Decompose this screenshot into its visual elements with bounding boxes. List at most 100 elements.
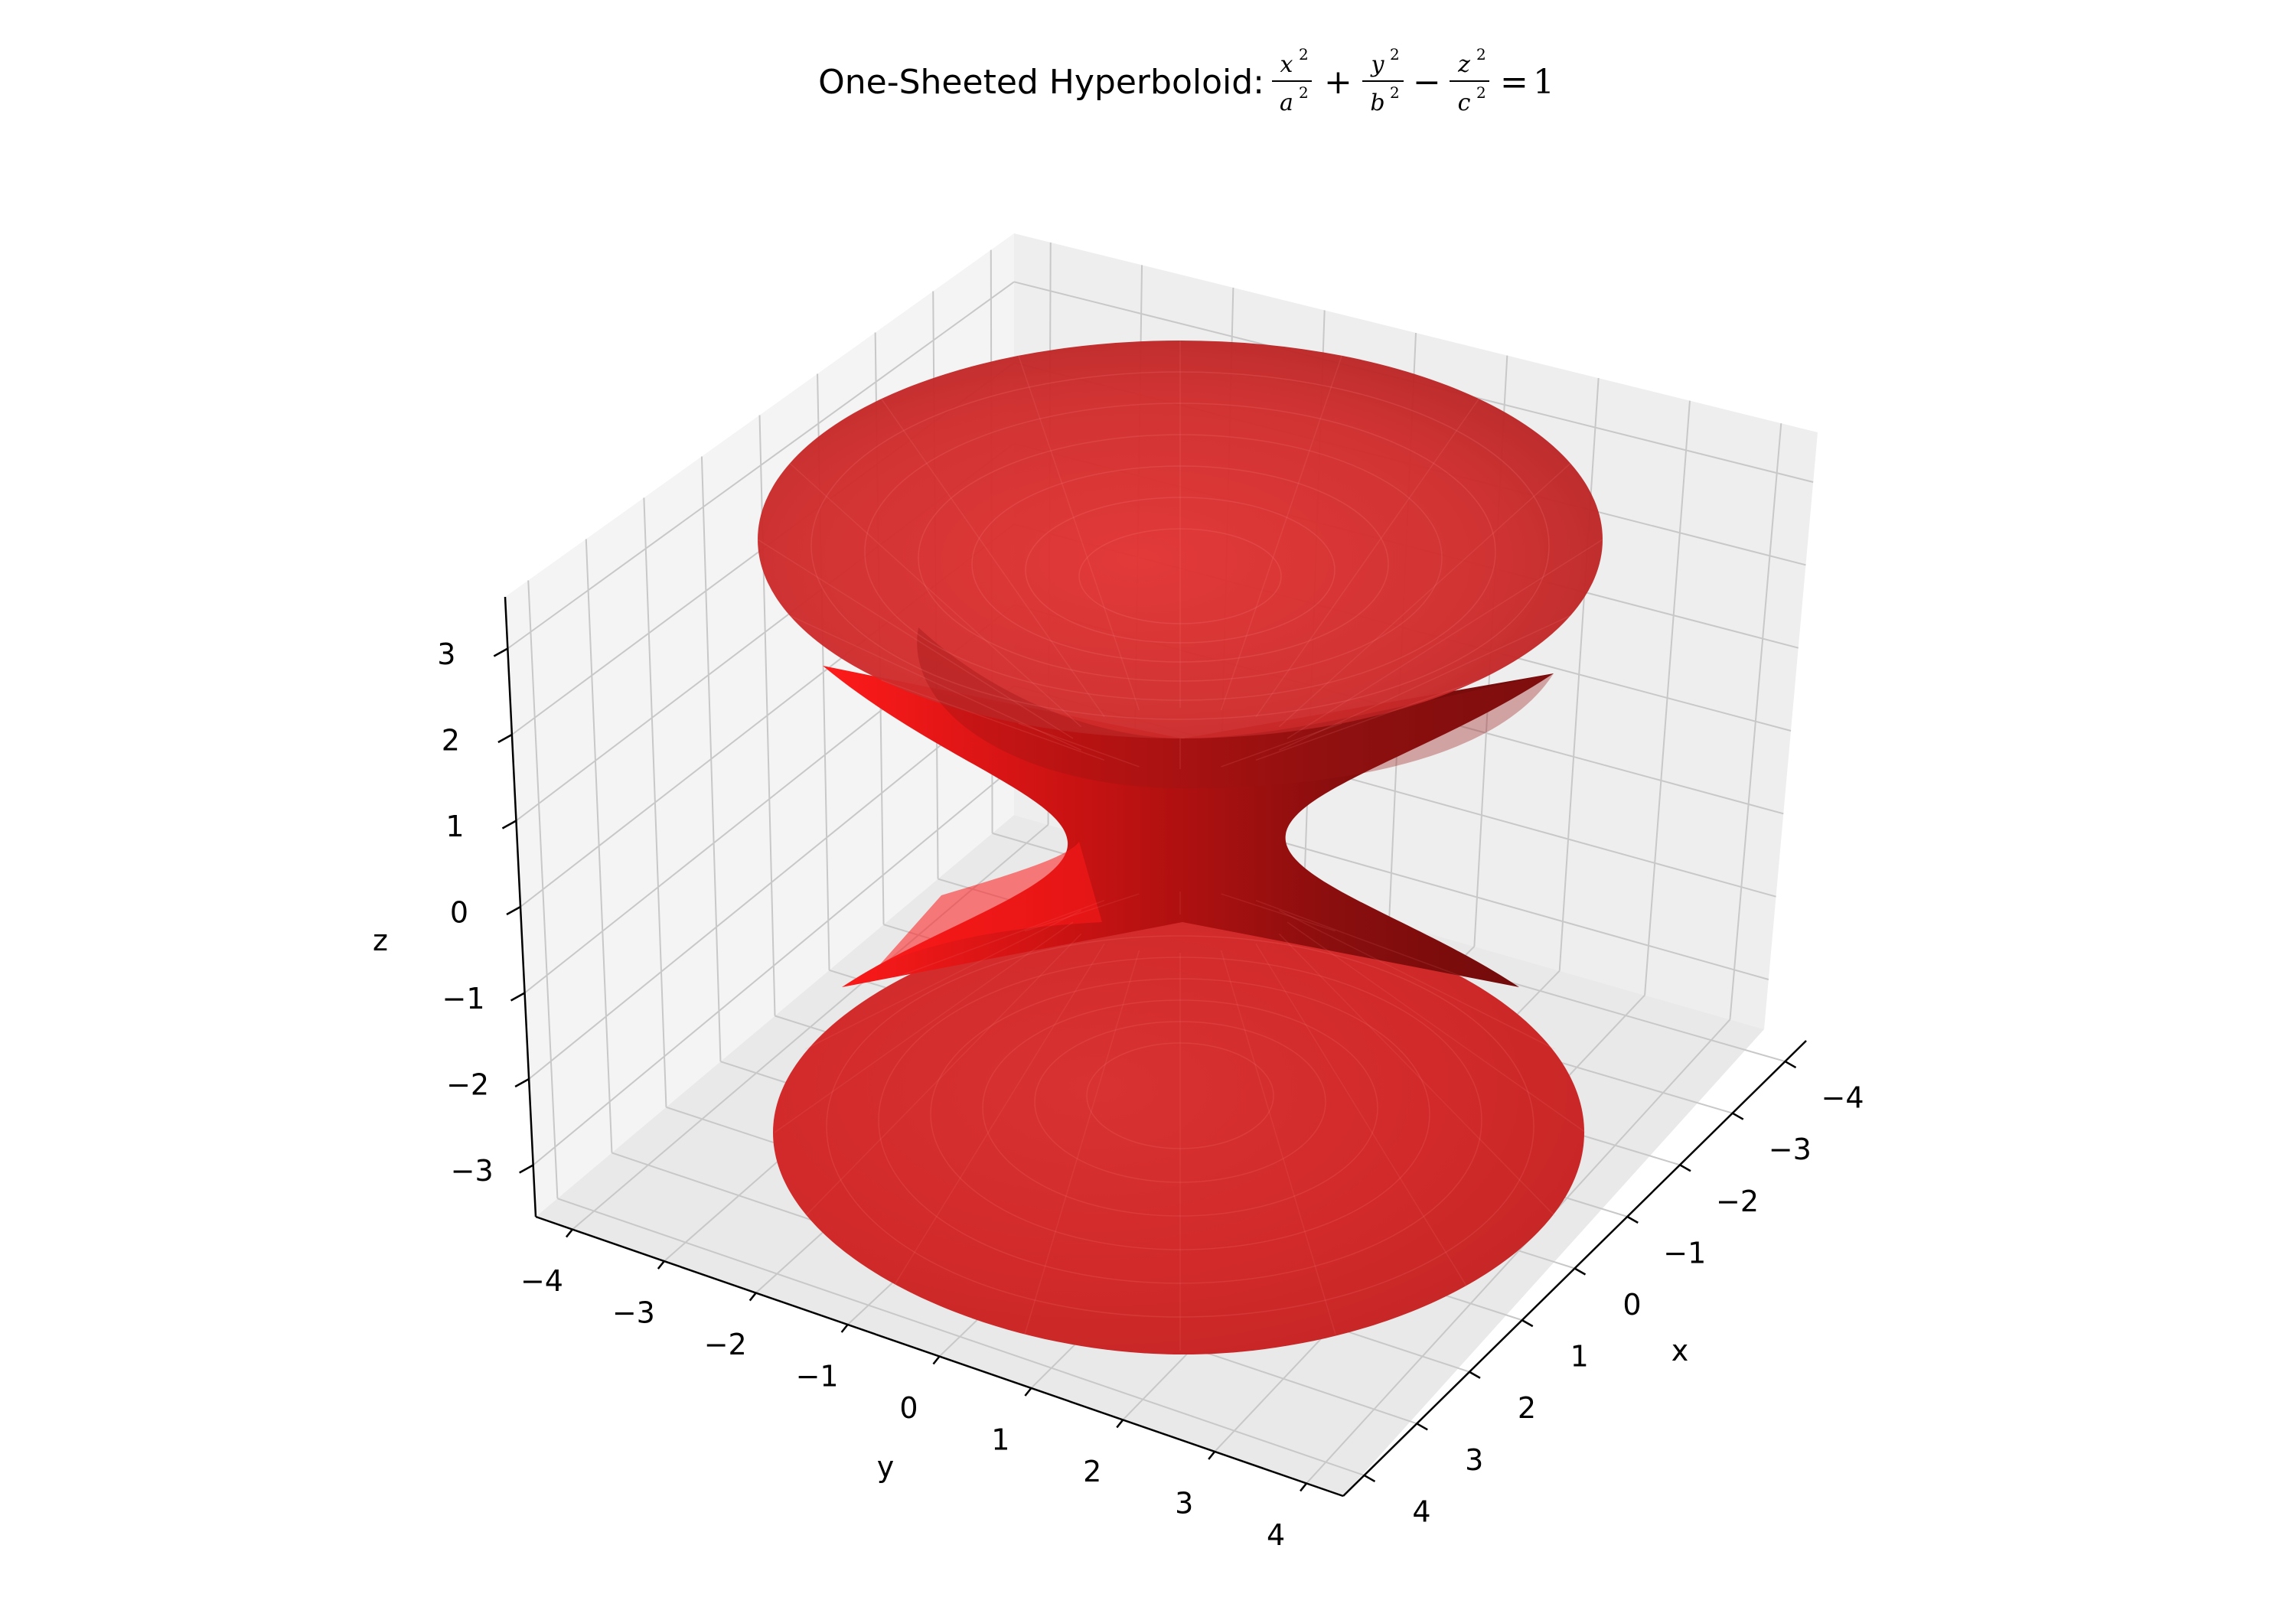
z-tick (514, 1077, 530, 1088)
mesh-meridian-top (881, 680, 1105, 761)
x-tick (1521, 1319, 1534, 1328)
y-tick (565, 1228, 573, 1238)
z-tick-label: 2 (442, 724, 460, 758)
mesh-meridian-top (1220, 355, 1342, 711)
y-tick-label: 2 (1083, 1455, 1101, 1488)
z-tick (506, 905, 521, 916)
x-tick-label: −3 (1769, 1133, 1812, 1166)
svg-text:2: 2 (1390, 83, 1400, 102)
x-tick-label: 0 (1623, 1288, 1641, 1322)
z-tick-label: −1 (442, 982, 485, 1015)
y-tick-label: −4 (520, 1264, 563, 1298)
mesh-meridian-bottom (804, 933, 1082, 1217)
mesh-ring-bottom (878, 957, 1482, 1284)
z-tick-label: 3 (437, 637, 455, 671)
z-tick (497, 733, 513, 744)
mesh-meridian-top (881, 398, 1105, 718)
mesh-ring-bottom (982, 999, 1378, 1217)
title-minus: − (1413, 63, 1441, 102)
x-axis-label: x (1671, 1334, 1689, 1367)
mesh-ring-top (918, 434, 1443, 682)
mesh-meridian-bottom (1221, 893, 1336, 932)
mesh-meridian-top (1279, 614, 1571, 751)
y-tick (840, 1324, 849, 1333)
x-tick (1416, 1423, 1428, 1431)
y-tick-label: −3 (612, 1296, 655, 1330)
grid-line-z-left (507, 281, 1015, 650)
y-tick (932, 1355, 941, 1365)
svg-text:2: 2 (1299, 45, 1309, 64)
x-tick-label: 2 (1518, 1391, 1536, 1425)
mesh-meridian-top (757, 539, 1074, 739)
y-tick-label: 0 (899, 1391, 918, 1425)
grid-line-z-left (533, 765, 1015, 1166)
mesh-ring-top (864, 403, 1496, 701)
y-tick (1116, 1419, 1124, 1429)
mesh-meridian-bottom (1255, 943, 1468, 1287)
mesh-meridian-bottom (892, 900, 1105, 980)
y-tick (1024, 1387, 1032, 1397)
y-tick (748, 1292, 757, 1302)
mesh-meridian-bottom (1279, 910, 1555, 1050)
z-tick (493, 647, 508, 657)
svg-text:2: 2 (1390, 45, 1400, 64)
svg-text:2: 2 (1299, 83, 1309, 102)
title-plus: + (1324, 63, 1352, 102)
z-tick-label: 1 (445, 810, 464, 843)
surface-mesh (757, 341, 1603, 1351)
z-tick (510, 992, 526, 1002)
surface-top-rim (758, 341, 1603, 738)
y-tick-label: −1 (796, 1360, 839, 1393)
y-tick (1208, 1451, 1216, 1460)
x-tick-label: 3 (1465, 1443, 1483, 1477)
mesh-meridian-bottom (805, 910, 1081, 1050)
x-tick (1574, 1267, 1587, 1276)
mesh-meridian-top (1287, 539, 1603, 739)
y-tick (657, 1260, 665, 1270)
grid-line-y-floor (1306, 1019, 1731, 1485)
x-tick-label: 1 (1570, 1340, 1589, 1374)
mesh-meridian-bottom (1024, 950, 1140, 1335)
svg-text:y: y (1370, 51, 1385, 78)
x-tick (1626, 1215, 1639, 1224)
y-tick-label: 3 (1175, 1486, 1193, 1520)
y-tick-label: 4 (1267, 1518, 1285, 1552)
mesh-meridian-top (1018, 722, 1140, 768)
y-tick (1300, 1482, 1308, 1492)
x-tick (1784, 1060, 1797, 1069)
hyperboloid-surface (757, 341, 1603, 1354)
mesh-meridian-bottom (1220, 950, 1336, 1335)
mesh-ring-bottom (1034, 1021, 1326, 1183)
mesh-ring-top (971, 465, 1389, 663)
mesh-meridian-bottom (1287, 921, 1587, 1133)
chart-title: One-Sheeted Hyperboloid: x 2 a 2 + y 2 b… (818, 45, 1554, 116)
z-axis-label: z (373, 924, 388, 957)
x-tick-label: −1 (1663, 1236, 1706, 1270)
mesh-meridian-bottom (774, 921, 1074, 1133)
x-tick (1732, 1112, 1744, 1120)
y-axis-label: y (877, 1450, 895, 1484)
x-tick-label: −4 (1821, 1081, 1864, 1115)
mesh-meridian-bottom (1278, 933, 1556, 1217)
x-tick (1469, 1371, 1481, 1379)
svg-text:2: 2 (1476, 45, 1486, 64)
svg-text:a: a (1280, 90, 1293, 116)
mesh-meridian-bottom (1255, 900, 1468, 980)
z-tick (519, 1164, 534, 1174)
mesh-meridian-top (1018, 355, 1140, 711)
title-equals: = (1500, 63, 1528, 102)
mesh-ring-bottom (930, 978, 1430, 1250)
title-term-x: x 2 a 2 (1272, 45, 1312, 116)
mesh-ring-bottom (826, 935, 1534, 1318)
x-tick-label: 4 (1412, 1495, 1430, 1528)
z-tick (501, 820, 517, 830)
grid-line-x-floor (557, 1198, 1365, 1476)
y-tick-label: −2 (704, 1328, 747, 1361)
grid-line-z-left (528, 685, 1015, 1080)
mesh-ring-bottom (1086, 1042, 1274, 1149)
mesh-meridian-top (1278, 462, 1571, 728)
svg-text:x: x (1280, 51, 1293, 78)
mesh-meridian-top (789, 462, 1082, 728)
svg-text:b: b (1370, 90, 1384, 116)
